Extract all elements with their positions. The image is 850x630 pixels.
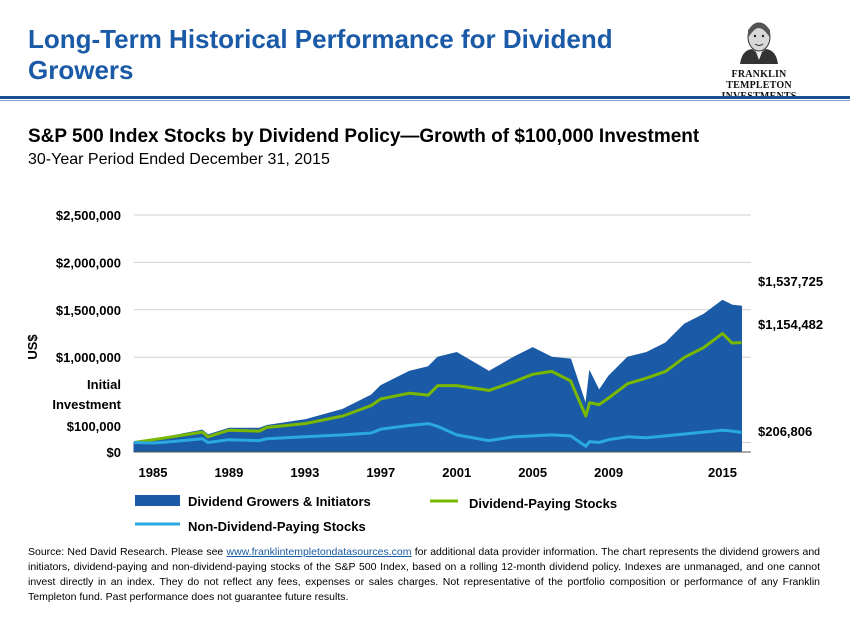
- y-tick-label: $1,000,000: [56, 350, 121, 365]
- series-line-non-dividend-paying: [133, 422, 742, 448]
- logo-line1: FRANKLIN TEMPLETON: [726, 69, 792, 91]
- chart-subtitle: 30-Year Period Ended December 31, 2015: [28, 151, 330, 168]
- page-title: Long-Term Historical Performance for Div…: [28, 24, 613, 85]
- data-sources-link[interactable]: www.franklintempletondatasources.com: [226, 546, 412, 558]
- series-line-dividend-paying: [133, 332, 742, 444]
- x-tick-label: 1993: [290, 465, 319, 480]
- y-tick-label: $2,000,000: [56, 255, 121, 270]
- series-end-label: $206,806: [758, 424, 812, 439]
- y-tick-label: $1,500,000: [56, 303, 121, 318]
- series-area-dividend-growers: [133, 299, 742, 453]
- series-end-label: $1,537,725: [758, 274, 823, 289]
- y-tick-label: $2,500,000: [56, 208, 121, 223]
- legend-swatch: [135, 495, 180, 506]
- series-end-label: $1,154,482: [758, 317, 823, 332]
- header-divider: [0, 96, 850, 99]
- x-tick-label: 1989: [214, 465, 243, 480]
- x-tick-label: 2005: [518, 465, 547, 480]
- x-tick-label: 2001: [442, 465, 471, 480]
- y-tick-label: $100,000: [67, 419, 121, 434]
- y-axis-title: US$: [25, 334, 40, 360]
- header-divider-thin: [0, 100, 850, 101]
- chart-title: S&P 500 Index Stocks by Dividend Policy—…: [28, 126, 700, 147]
- source-footnote: Source: Ned David Research. Please see w…: [28, 545, 820, 605]
- x-tick-label: 2015: [708, 465, 737, 480]
- legend-label: Non-Dividend-Paying Stocks: [188, 519, 366, 534]
- initial-investment-label: Investment: [52, 397, 121, 412]
- y-tick-label: $0: [107, 445, 121, 460]
- x-tick-label: 1997: [366, 465, 395, 480]
- legend-label: Dividend-Paying Stocks: [469, 496, 617, 511]
- legend-label: Dividend Growers & Initiators: [188, 494, 371, 509]
- x-tick-label: 1985: [139, 465, 168, 480]
- portrait-icon: [740, 22, 778, 64]
- source-text-post: for additional data provider information…: [28, 546, 821, 603]
- x-tick-label: 2009: [594, 465, 623, 480]
- initial-investment-label: Initial: [87, 377, 121, 392]
- source-text-pre: Source: Ned David Research. Please see: [28, 546, 227, 558]
- growth-chart: $0 $100,000 $1,000,000 $1,500,000 $2,000,000…: [25, 208, 823, 534]
